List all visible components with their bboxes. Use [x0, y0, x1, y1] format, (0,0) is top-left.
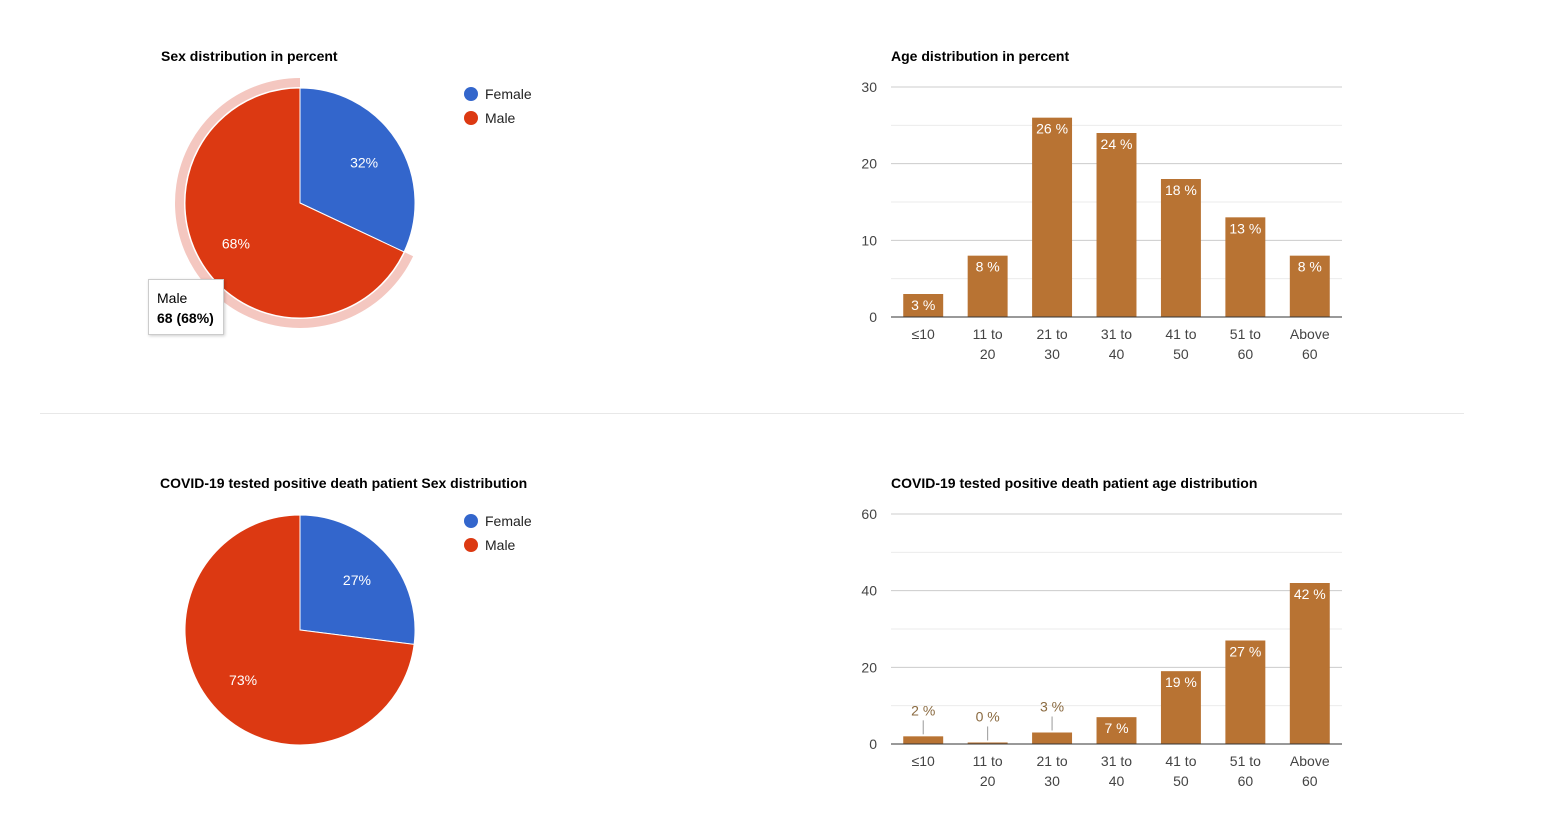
legend-swatch-female [464, 514, 478, 528]
legend-swatch-male [464, 111, 478, 125]
death-sex-pie-chart[interactable]: 27% 73% Female Male [0, 0, 700, 834]
bar-data-label: 3 % [1040, 699, 1064, 715]
pie-label-male: 68% [222, 236, 250, 252]
x-tick-label: 21 to [1037, 326, 1068, 342]
x-tick-label: 20 [980, 773, 996, 789]
x-tick-label: 50 [1173, 346, 1189, 362]
legend-swatch-female [464, 87, 478, 101]
legend-label-male[interactable]: Male [485, 537, 516, 553]
x-tick-label: 30 [1044, 773, 1060, 789]
x-tick-label: 40 [1109, 773, 1125, 789]
pie-slice-male[interactable] [184, 514, 415, 746]
pie-label-female: 32% [350, 154, 378, 170]
y-tick-label: 40 [861, 583, 877, 599]
bar-data-label: 7 % [1104, 720, 1128, 736]
x-tick-label: ≤10 [912, 753, 935, 769]
pie-slice-male[interactable] [184, 87, 405, 319]
age-bar-chart[interactable]: 0 10 20 30 3 % ≤10 8 % 11 to 20 26 % 21 to 30 24 % 31… [0, 0, 1565, 400]
pie-slice-female[interactable] [299, 87, 416, 253]
bar[interactable] [1225, 217, 1266, 317]
bar-data-label: 27 % [1229, 644, 1261, 660]
pie-tooltip: Male 68 (68%) [148, 279, 224, 335]
y-tick-label: 30 [861, 79, 877, 95]
x-tick-label: 31 to [1101, 326, 1132, 342]
x-tick-label: 60 [1238, 773, 1254, 789]
x-tick-label: Above [1290, 753, 1330, 769]
bar-data-label: 26 % [1036, 121, 1068, 137]
bar[interactable] [903, 294, 944, 317]
y-tick-label: 60 [861, 506, 877, 522]
x-tick-label: 60 [1238, 346, 1254, 362]
section-divider [40, 413, 1464, 414]
pie-slice-female[interactable] [299, 514, 416, 645]
bar-data-label: 8 % [1298, 259, 1322, 275]
bar-data-label: 13 % [1229, 220, 1261, 236]
x-tick-label: ≤10 [912, 326, 935, 342]
x-tick-label: 40 [1109, 346, 1125, 362]
x-tick-label: 30 [1044, 346, 1060, 362]
x-tick-label: 60 [1302, 773, 1318, 789]
x-tick-label: 51 to [1230, 326, 1261, 342]
bar[interactable] [1096, 717, 1137, 744]
tooltip-label: Male [157, 290, 188, 306]
bar[interactable] [967, 255, 1008, 317]
bar[interactable] [903, 736, 944, 744]
legend-label-female[interactable]: Female [485, 513, 532, 529]
x-tick-label: 20 [980, 346, 996, 362]
y-tick-label: 10 [861, 232, 877, 248]
bar[interactable] [1032, 117, 1073, 318]
y-tick-label: 0 [869, 309, 877, 325]
bar-data-label: 2 % [911, 702, 935, 718]
bar[interactable] [1225, 640, 1266, 745]
x-tick-label: 41 to [1165, 753, 1196, 769]
bar-data-label: 18 % [1165, 182, 1197, 198]
x-tick-label: 41 to [1165, 326, 1196, 342]
bar-data-label: 3 % [911, 297, 935, 313]
legend-swatch-male [464, 538, 478, 552]
bar[interactable] [1289, 255, 1330, 317]
bar[interactable] [1160, 179, 1201, 317]
bar-data-label: 0 % [976, 708, 1000, 724]
bar-data-label: 24 % [1101, 136, 1133, 152]
bar-data-label: 19 % [1165, 674, 1197, 690]
y-tick-label: 20 [861, 156, 877, 172]
pie-label-female: 27% [343, 572, 371, 588]
bar-data-label: 42 % [1294, 586, 1326, 602]
x-tick-label: 60 [1302, 346, 1318, 362]
legend-label-female[interactable]: Female [485, 86, 532, 102]
age-bar-title: Age distribution in percent [891, 48, 1070, 64]
x-tick-label: 51 to [1230, 753, 1261, 769]
x-tick-label: 11 to [973, 753, 1003, 769]
bar-data-label: 8 % [976, 259, 1000, 275]
death-sex-pie-title: COVID-19 tested positive death patient S… [160, 475, 528, 491]
death-age-bar-title: COVID-19 tested positive death patient a… [891, 475, 1258, 491]
x-tick-label: 21 to [1037, 753, 1068, 769]
x-tick-label: 50 [1173, 773, 1189, 789]
pie-label-male: 73% [229, 672, 257, 688]
x-tick-label: 31 to [1101, 753, 1132, 769]
legend-label-male[interactable]: Male [485, 110, 516, 126]
y-tick-label: 0 [869, 736, 877, 752]
y-tick-label: 20 [861, 659, 877, 675]
bar[interactable] [1032, 732, 1073, 745]
bar[interactable] [967, 742, 1008, 744]
tooltip-value: 68 (68%) [157, 310, 214, 326]
bar[interactable] [1289, 583, 1330, 744]
bar[interactable] [1160, 671, 1201, 744]
sex-pie-chart[interactable]: 32% 68% Female Male [0, 0, 700, 400]
bar[interactable] [1096, 133, 1137, 317]
x-tick-label: Above [1290, 326, 1330, 342]
sex-pie-title: Sex distribution in percent [161, 48, 338, 64]
x-tick-label: 11 to [973, 326, 1003, 342]
